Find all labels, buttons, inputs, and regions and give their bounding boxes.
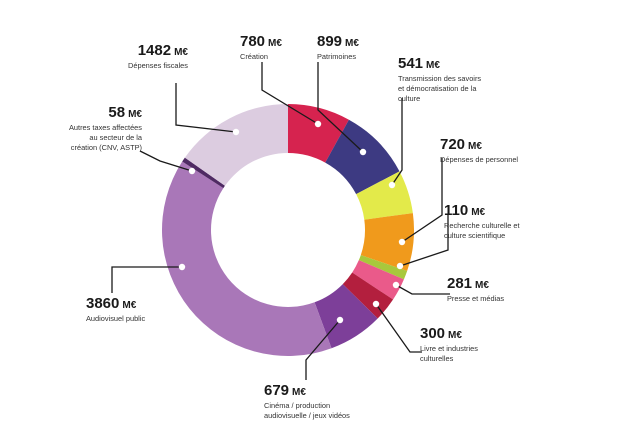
leader-line-8	[111, 266, 182, 293]
category-label-line: culture scientifique	[444, 230, 506, 240]
slice-dot-9	[188, 167, 196, 175]
slice-3	[360, 213, 414, 272]
value-label: 300 M€	[420, 325, 478, 343]
data-label-2: 541 M€ Transmission des savoirs et démocrat…	[398, 55, 482, 103]
value-label: 780 M€	[240, 33, 282, 51]
data-label-6: 300 M€ Livre et industries culturelles	[420, 325, 478, 363]
slice-dot-4	[396, 262, 404, 270]
value-number: 720	[440, 136, 466, 153]
slice-dot-2	[388, 181, 396, 189]
leader-line-9	[139, 150, 193, 172]
value-number: 3860	[86, 295, 120, 312]
leader-line-5	[395, 284, 450, 295]
data-label-9: 58 M€ Autres taxes affectées au secteur de …	[69, 104, 142, 152]
value-label: 541 M€	[398, 55, 481, 73]
category-label-line: Dépenses fiscales	[128, 60, 188, 70]
leader-line-3	[401, 158, 443, 243]
value-number: 899	[317, 33, 343, 50]
category-label-line: Cinéma / production	[264, 400, 331, 410]
value-unit: M€	[448, 330, 462, 341]
value-label: 58 M€	[69, 104, 142, 122]
leader-line-1	[317, 62, 364, 153]
data-label-7: 679 M€ Cinéma / production audiovisuelle / …	[264, 382, 350, 420]
category-label-line: culturelles	[420, 353, 454, 363]
value-unit: M€	[292, 387, 306, 398]
donut-slices	[161, 104, 414, 357]
slice-4	[358, 255, 408, 280]
value-label: 3860 M€	[86, 295, 145, 313]
value-unit: M€	[268, 38, 282, 49]
category-label-line: Patrimoines	[317, 51, 357, 61]
data-label-8: 3860 M€ Audiovisuel public	[86, 295, 146, 323]
slice-8	[161, 161, 332, 357]
category-label-line: Presse et médias	[447, 293, 505, 303]
leader-line-10	[175, 83, 237, 133]
value-label: 110 M€	[444, 202, 520, 220]
value-unit: M€	[475, 280, 489, 291]
category-label-line: audiovisuelle / jeux vidéos	[264, 410, 350, 420]
value-unit: M€	[471, 207, 486, 218]
slice-dot-6	[372, 300, 380, 308]
slice-dot-8	[178, 263, 186, 271]
value-label: 679 M€	[264, 382, 350, 400]
value-label: 1482 M€	[128, 42, 188, 60]
data-label-0: 780 M€ Création	[240, 33, 282, 61]
value-unit: M€	[174, 47, 188, 58]
data-label-1: 899 M€ Patrimoines	[317, 33, 359, 61]
category-label-line: Recherche culturelle et	[444, 220, 520, 230]
category-label-line: Création	[240, 51, 268, 61]
value-number: 679	[264, 382, 290, 399]
leader-line-0	[261, 62, 319, 125]
value-number: 281	[447, 275, 473, 292]
value-number: 780	[240, 33, 266, 50]
slice-dot-0	[314, 120, 322, 128]
category-label-line: création (CNV, ASTP)	[70, 142, 142, 152]
data-label-5: 281 M€ Presse et médias	[447, 275, 505, 303]
leader-line-2	[391, 98, 403, 186]
slice-10	[184, 104, 288, 186]
slice-dot-5	[392, 281, 400, 289]
category-label-line: au secteur de la	[89, 132, 142, 142]
slice-2	[356, 171, 413, 220]
category-label-line: Dépenses de personnel	[440, 154, 519, 164]
leader-line-4	[399, 214, 449, 267]
data-label-4: 110 M€ Recherche culturelle et culture scie…	[444, 202, 520, 240]
slice-5	[352, 260, 404, 300]
value-label: 720 M€	[440, 136, 518, 154]
value-unit: M€	[345, 38, 359, 49]
leader-line-6	[375, 303, 422, 353]
value-unit: M€	[426, 60, 440, 71]
slice-9	[182, 157, 225, 189]
value-unit: M€	[122, 300, 137, 311]
slice-6	[342, 272, 394, 319]
value-label: 281 M€	[447, 275, 504, 293]
data-label-3: 720 M€ Dépenses de personnel	[440, 136, 519, 164]
slice-0	[288, 104, 349, 163]
category-label-line: Autres taxes affectées	[69, 122, 142, 132]
value-number: 58	[108, 104, 126, 121]
value-label: 899 M€	[317, 33, 359, 51]
category-label-line: et démocratisation de la	[398, 83, 477, 93]
leader-line-7	[305, 319, 341, 380]
value-unit: M€	[468, 141, 482, 152]
value-number: 300	[420, 325, 446, 342]
category-label-line: Transmission des savoirs	[398, 73, 482, 83]
slice-dots	[178, 120, 406, 324]
value-unit: M€	[128, 109, 142, 120]
value-number: 110	[444, 202, 469, 219]
slice-dot-1	[359, 148, 367, 156]
slice-dot-7	[336, 316, 344, 324]
slice-1	[325, 119, 400, 195]
category-label-line: culture	[398, 93, 421, 103]
data-label-10: 1482 M€ Dépenses fiscales	[128, 42, 188, 70]
leader-lines	[111, 62, 450, 380]
value-number: 541	[398, 55, 424, 72]
value-number: 1482	[137, 42, 172, 59]
category-label-line: Audiovisuel public	[86, 313, 146, 323]
slice-dot-10	[232, 128, 240, 136]
slice-dot-3	[398, 238, 406, 246]
category-label-line: Livre et industries	[420, 343, 478, 353]
